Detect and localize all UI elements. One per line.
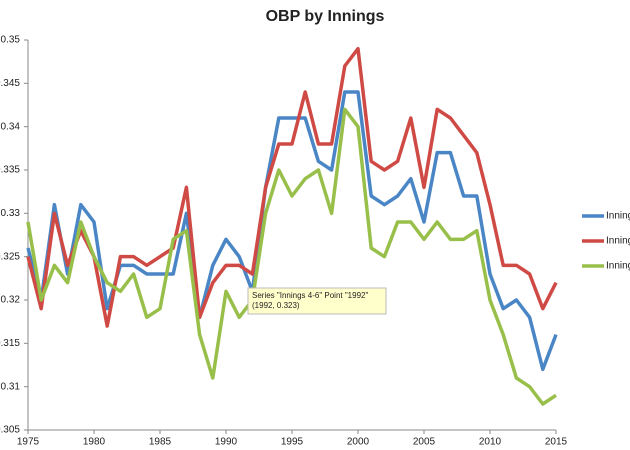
x-tick-label: 1995: [281, 437, 304, 448]
y-tick-label: 0.325: [0, 251, 20, 262]
chart-title: OBP by Innings: [266, 8, 385, 25]
legend-label: Innings 4-6: [606, 236, 630, 247]
x-tick-label: 1980: [83, 437, 106, 448]
tooltip-box: [247, 287, 387, 315]
x-tick-label: 2015: [545, 437, 568, 448]
tooltip: Series "Innings 4-6" Point "1992"(1992, …: [247, 287, 387, 315]
legend-label: Innings 7-9: [606, 261, 630, 272]
y-tick-label: 0.34: [1, 121, 21, 132]
line: [26, 107, 557, 406]
y-tick-label: 0.315: [0, 338, 20, 349]
legend-label: Innings 1-3: [606, 211, 630, 222]
y-tick-label: 0.305: [0, 425, 20, 436]
tooltip-line: Series "Innings 4-6" Point "1992": [252, 291, 368, 300]
x-tick-label: 1990: [215, 437, 238, 448]
y-tick-label: 0.32: [1, 295, 21, 306]
y-tick-label: 0.33: [1, 208, 21, 219]
x-tick-label: 1985: [149, 437, 172, 448]
y-tick-label: 0.31: [1, 381, 21, 392]
x-tick-label: 2010: [479, 437, 502, 448]
y-tick-label: 0.335: [0, 165, 20, 176]
x-tick-label: 2000: [347, 437, 370, 448]
x-tick-label: 2005: [413, 437, 436, 448]
y-tick-label: 0.35: [1, 35, 21, 46]
x-tick-label: 1975: [17, 437, 40, 448]
y-tick-label: 0.345: [0, 78, 20, 89]
line: [26, 46, 558, 328]
tooltip-line: (1992, 0.323): [252, 301, 300, 310]
